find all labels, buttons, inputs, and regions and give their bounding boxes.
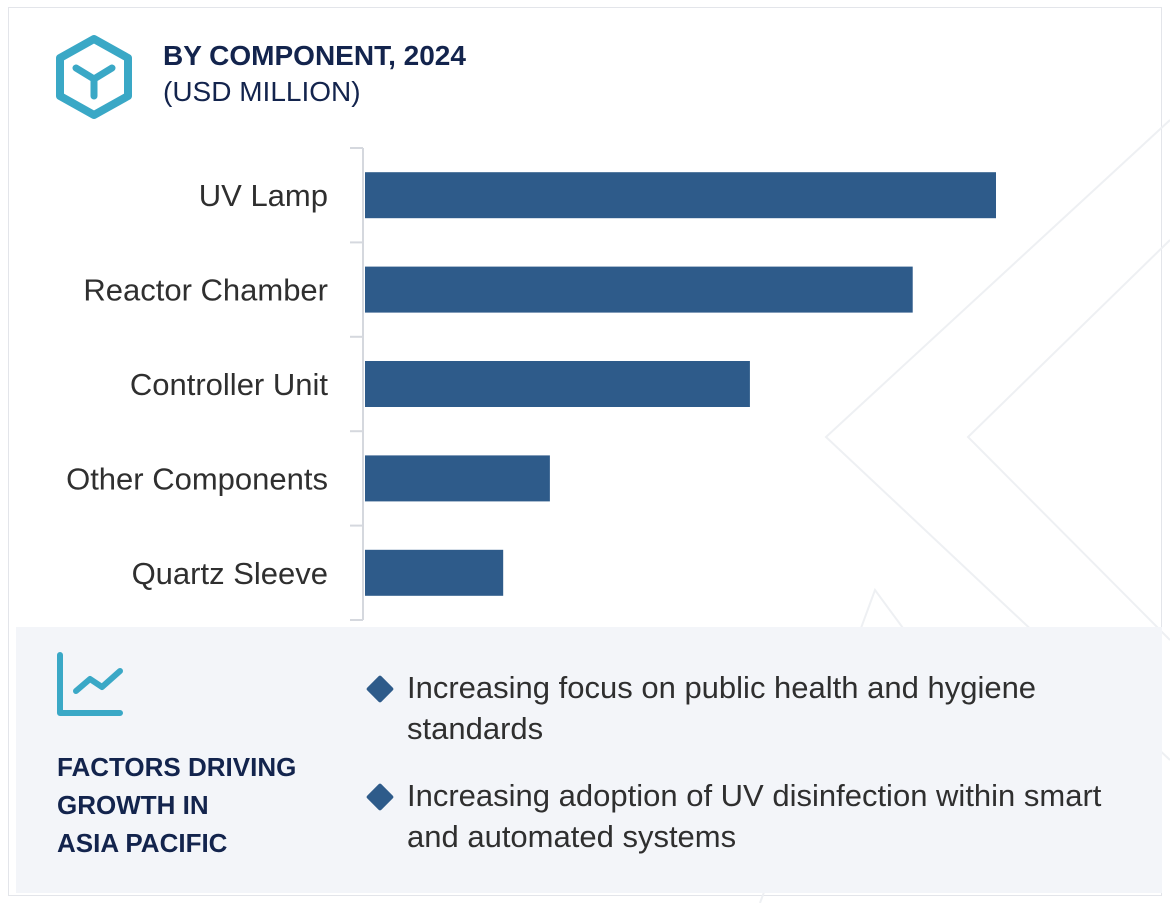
factors-title-line: FACTORS DRIVING [57, 752, 297, 782]
bar [365, 361, 750, 407]
category-label: Quartz Sleeve [132, 556, 328, 591]
bar [365, 455, 550, 502]
category-label: UV Lamp [199, 178, 328, 213]
factors-panel [16, 627, 1162, 893]
factor-text: Increasing adoption of UV disinfection w… [407, 778, 1102, 854]
factor-text: Increasing focus on public health and hy… [407, 670, 1037, 746]
factor-item: Increasing adoption of UV disinfection w… [365, 775, 1147, 857]
chart-subtitle: (USD MILLION) [163, 76, 361, 107]
diamond-bullet-icon [365, 674, 395, 704]
category-label: Reactor Chamber [83, 273, 328, 308]
line-chart-icon [57, 652, 123, 716]
chart-title: BY COMPONENT, 2024 [163, 40, 466, 71]
diamond-bullet-icon [365, 782, 395, 812]
category-label: Controller Unit [130, 367, 329, 402]
bar [365, 266, 913, 313]
factors-title-line: GROWTH IN [57, 790, 209, 820]
cube-hexagon-icon [56, 35, 132, 119]
factors-title: FACTORS DRIVING GROWTH IN ASIA PACIFIC [57, 748, 296, 862]
factor-item: Increasing focus on public health and hy… [365, 667, 1147, 749]
category-label: Other Components [66, 461, 328, 496]
bar [365, 549, 504, 596]
factors-title-line: ASIA PACIFIC [57, 828, 228, 858]
bar [365, 172, 996, 219]
